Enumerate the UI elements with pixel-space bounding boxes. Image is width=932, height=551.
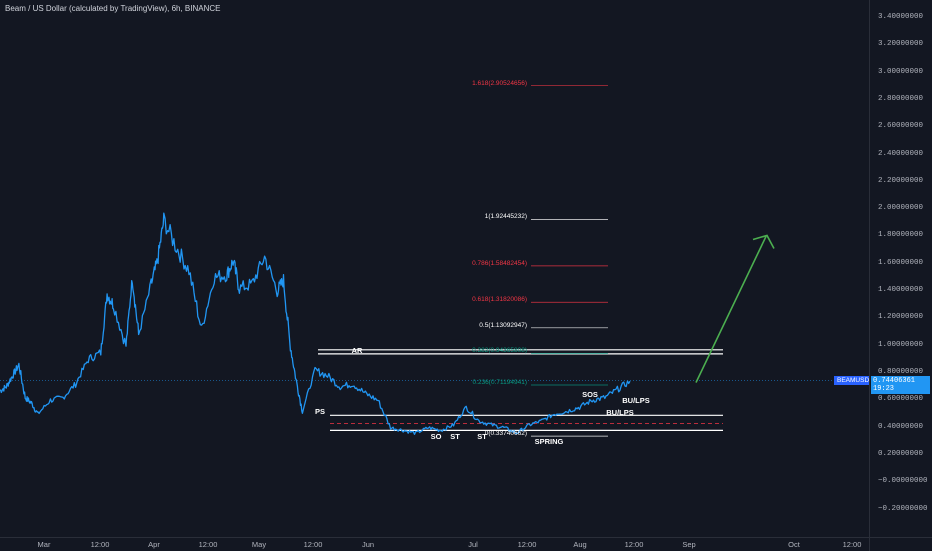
price-tick-label: −0.00000000 [878,477,928,486]
price-tick-label: 0.20000000 [878,449,924,458]
wyckoff-label: PS [314,407,326,416]
wyckoff-label: BU/LPS [622,396,650,405]
fib-level-label: 0.618(1.31820086) [472,296,527,304]
price-tick-label: 2.20000000 [878,176,924,185]
wyckoff-label: BU/LPS [606,408,634,417]
time-tick-label: 12:00 [624,540,644,549]
wyckoff-label: SOS [582,390,598,399]
time-tick-label: 12:00 [90,540,110,549]
price-tick-label: 2.00000000 [878,204,924,213]
symbol-tag: BEAMUSD [834,375,873,385]
time-tick-label: 12:00 [303,540,323,549]
price-tick-label: 1.40000000 [878,286,924,295]
projection-arrow-head [752,234,775,249]
time-tick-label: May [251,540,267,549]
symbol-title: Beam / US Dollar (calculated by TradingV… [5,4,221,13]
time-tick-label: 12:00 [517,540,537,549]
fib-level-label: 0.786(1.58482454) [472,259,527,267]
time-tick-label: 12:00 [842,540,862,549]
price-tick-label: 1.80000000 [878,231,924,240]
price-tick-label: 2.60000000 [878,122,924,131]
chart-area[interactable]: Beam / US Dollar (calculated by TradingV… [0,0,873,537]
price-tick-label: 0.80000000 [878,368,924,376]
price-tick-label: 1.60000000 [878,258,924,267]
bar-countdown: 19:23 [873,384,895,393]
time-tick-label: Sep [682,540,696,549]
time-tick-label: 12:00 [198,540,218,549]
price-tick-label: 3.20000000 [878,40,924,49]
price-tick-label: 2.40000000 [878,149,924,158]
projection-arrow-line [695,236,767,383]
fib-level-label: 0(0.33740662) [484,430,527,438]
price-tick-label: 1.20000000 [878,313,924,322]
fib-level-label: 0.382(0.94365808) [472,347,527,355]
wyckoff-label: SO [430,432,442,441]
time-tick-label: Mar [37,540,51,549]
price-tick-label: 0.60000000 [878,395,924,404]
wyckoff-label: ST [477,432,487,441]
fib-level-label: 0.236(0.71194941) [472,379,527,387]
time-axis[interactable]: Mar 12:00 Apr 12:00 May 12:00 Jun Jul 12:00 Aug 12… [0,537,869,551]
price-tick-label: 2.80000000 [878,94,924,103]
axis-corner [869,537,932,551]
price-tick-label: 3.00000000 [878,67,924,76]
price-tick-label: 1.00000000 [878,340,924,349]
price-tick-label: 3.40000000 [878,13,924,21]
price-tick-label: 0.40000000 [878,422,924,431]
wyckoff-label: SPRING [534,437,564,446]
price-axis[interactable]: 3.40000000 3.20000000 3.00000000 2.80000000… [869,0,932,537]
price-series-line [0,212,631,435]
price-chart[interactable] [0,0,869,537]
fib-level-label: 1.618(2.90524656) [472,79,527,87]
last-price-tag: 0.74406361 19:23 [871,375,930,394]
wyckoff-label: ST [450,432,460,441]
time-tick-label: Apr [148,540,160,549]
time-tick-label: Jun [361,540,375,549]
fib-level-label: 1(1.92445232) [484,213,527,221]
wyckoff-label: AR [351,346,363,355]
price-tick-label: −0.20000000 [878,504,928,513]
fib-level-label: 0.5(1.13092947) [479,321,527,329]
time-tick-label: Aug [573,540,587,549]
time-tick-label: Oct [788,540,800,549]
time-tick-label: Jul [468,540,478,549]
last-price-value: 0.74406361 [873,376,916,385]
